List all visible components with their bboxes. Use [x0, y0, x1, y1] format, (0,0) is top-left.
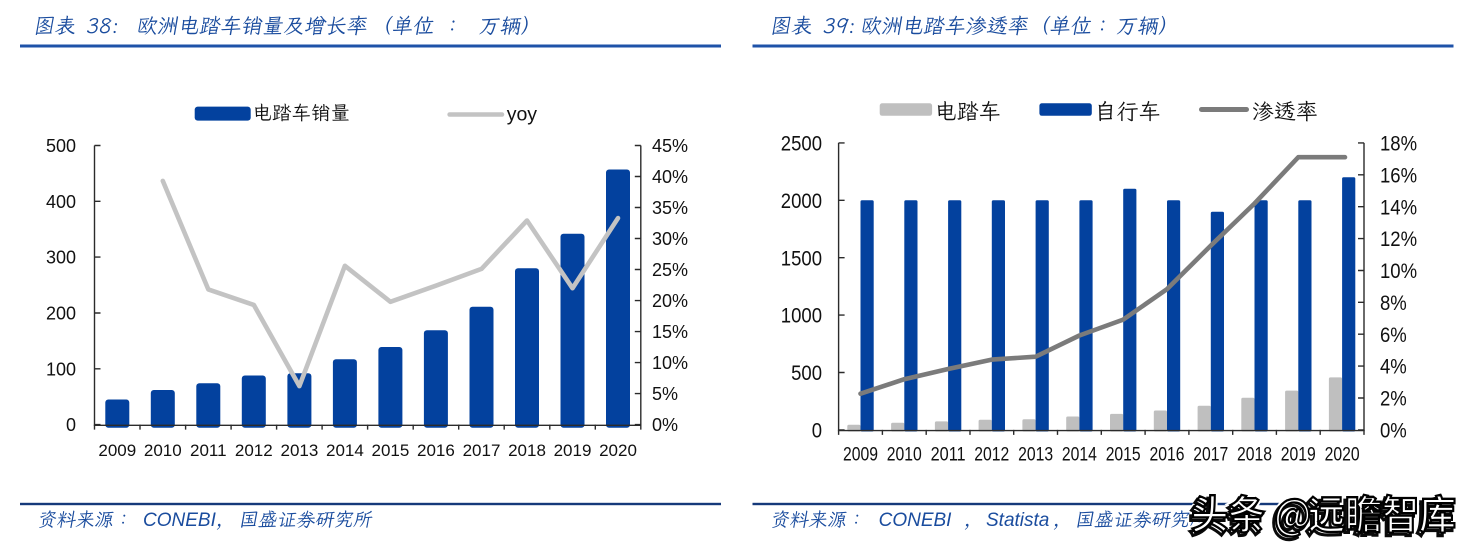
svg-text:2000: 2000 [781, 190, 822, 213]
svg-text:2018: 2018 [1237, 444, 1272, 465]
svg-text:2016: 2016 [417, 441, 455, 460]
svg-text:2%: 2% [1380, 388, 1407, 411]
svg-text:2015: 2015 [371, 441, 409, 460]
svg-text:CONEBI: CONEBI [879, 510, 953, 531]
svg-text:2014: 2014 [1062, 444, 1097, 465]
svg-text:45%: 45% [652, 136, 688, 156]
svg-text:2020: 2020 [599, 441, 637, 460]
svg-text:0%: 0% [652, 415, 678, 435]
svg-text:1500: 1500 [781, 247, 822, 270]
svg-text:400: 400 [46, 192, 76, 212]
svg-text:2009: 2009 [98, 441, 136, 460]
svg-text:Statista: Statista [986, 510, 1049, 531]
svg-text:2019: 2019 [554, 441, 592, 460]
svg-text:2015: 2015 [1106, 444, 1141, 465]
svg-text:4%: 4% [1380, 356, 1407, 379]
svg-text:2012: 2012 [974, 444, 1009, 465]
svg-text:18%: 18% [1380, 133, 1417, 156]
svg-text:2500: 2500 [781, 133, 822, 156]
svg-text:5%: 5% [652, 384, 678, 404]
svg-text:2009: 2009 [843, 444, 878, 465]
svg-text:20%: 20% [652, 291, 688, 311]
svg-text:10%: 10% [652, 353, 688, 373]
svg-text:6%: 6% [1380, 324, 1407, 347]
svg-text:2013: 2013 [1018, 444, 1053, 465]
svg-text:10%: 10% [1380, 260, 1417, 283]
svg-text:1000: 1000 [781, 305, 822, 328]
svg-text:35%: 35% [652, 198, 688, 218]
svg-text:15%: 15% [652, 322, 688, 342]
svg-text:2020: 2020 [1325, 444, 1360, 465]
svg-text:500: 500 [791, 362, 822, 385]
svg-text:2019: 2019 [1281, 444, 1316, 465]
svg-text:30%: 30% [652, 229, 688, 249]
svg-text:25%: 25% [652, 260, 688, 280]
svg-text:100: 100 [46, 359, 76, 379]
svg-text:500: 500 [46, 136, 76, 156]
svg-text:300: 300 [46, 248, 76, 268]
svg-text:2010: 2010 [144, 441, 182, 460]
svg-text:2012: 2012 [235, 441, 273, 460]
svg-text:200: 200 [46, 304, 76, 324]
svg-text:yoy: yoy [507, 104, 538, 126]
svg-text:2013: 2013 [280, 441, 318, 460]
svg-text:2017: 2017 [463, 441, 501, 460]
svg-text:16%: 16% [1380, 164, 1417, 187]
svg-text:2018: 2018 [508, 441, 546, 460]
svg-text:2011: 2011 [931, 444, 966, 465]
svg-text:2011: 2011 [190, 441, 227, 460]
svg-text:8%: 8% [1380, 292, 1407, 315]
svg-text:0%: 0% [1380, 420, 1407, 443]
svg-text:0: 0 [66, 415, 76, 435]
svg-text:12%: 12% [1380, 228, 1417, 251]
svg-text:14%: 14% [1380, 196, 1417, 219]
svg-text:2014: 2014 [326, 441, 364, 460]
svg-text:CONEBI: CONEBI [143, 510, 217, 531]
svg-text:0: 0 [812, 420, 822, 443]
svg-text:2016: 2016 [1150, 444, 1185, 465]
svg-text:2017: 2017 [1193, 444, 1228, 465]
svg-text:2010: 2010 [887, 444, 922, 465]
svg-text:40%: 40% [652, 167, 688, 187]
